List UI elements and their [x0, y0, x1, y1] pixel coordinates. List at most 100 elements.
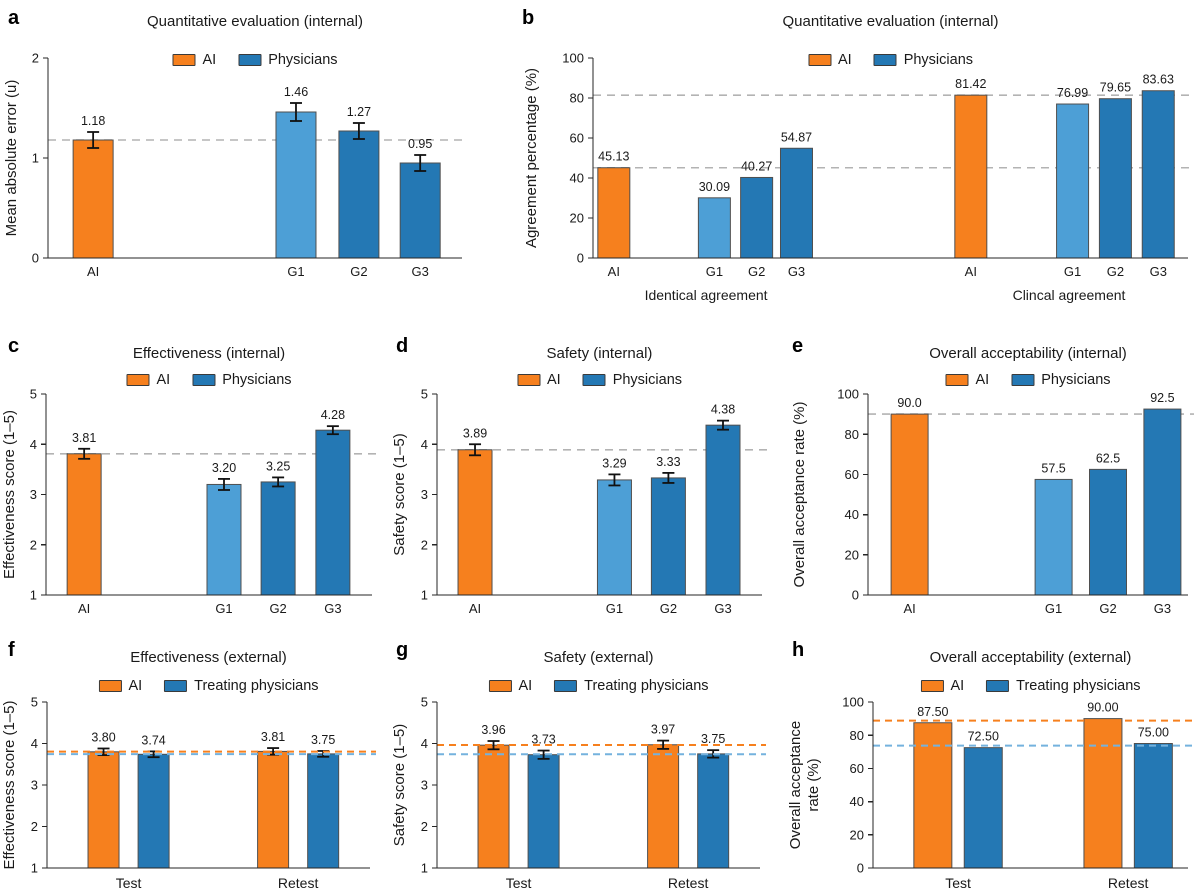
x-tick-label: AI — [965, 264, 977, 279]
panel-g: Safety (external) 3.96 3.73 3.97 3.75 1 2 3 4 5 Te… — [390, 618, 780, 892]
bar-g3 — [779, 147, 813, 259]
legend-swatch-icon — [807, 54, 831, 66]
bar-value-label: 3.74 — [141, 733, 165, 747]
legend-item-ai: AI — [516, 372, 561, 388]
legend: AI Physicians — [807, 52, 973, 68]
legend-label: AI — [156, 372, 171, 388]
legend: AI Physicians — [172, 52, 338, 68]
y-axis-label: Effectiveness score (1–5) — [1, 701, 18, 870]
legend-swatch-icon — [172, 54, 196, 66]
bar-value-label: 4.28 — [321, 408, 345, 422]
bar-series — [1083, 718, 1123, 869]
x-tick-label: G1 — [606, 601, 623, 616]
legend-item-physicians: Physicians — [238, 52, 338, 68]
legend-label: Treating physicians — [1016, 678, 1141, 694]
axes — [588, 57, 1188, 259]
y-tick-label: 4 — [31, 736, 38, 751]
y-tick-label: 1 — [32, 151, 39, 166]
y-tick-label: 0 — [852, 588, 859, 603]
y-tick-label: 2 — [31, 819, 38, 834]
bar-g1 — [206, 483, 242, 596]
bar-value-label: 3.75 — [701, 732, 725, 746]
bar-series — [307, 753, 340, 869]
legend-item-ai: AI — [488, 678, 532, 694]
panel-title: Overall acceptability (external) — [930, 649, 1132, 666]
axes — [43, 57, 462, 259]
panel-title: Effectiveness (internal) — [133, 345, 285, 362]
legend-label: Physicians — [268, 52, 338, 68]
bar-value-label: 3.29 — [602, 456, 626, 470]
error-bar — [78, 447, 91, 460]
panel-b-chart: Quantitative evaluation (internal) 45.13 A… — [523, 13, 1194, 303]
y-tick-label: 80 — [570, 91, 584, 106]
bar-series — [697, 753, 730, 869]
panel-d-chart: Safety (internal) 3.89 AI 3.29 G1 3.33 G2 4.38 G… — [391, 345, 768, 616]
y-tick-label: 40 — [850, 794, 864, 809]
group-label: Clincal agreement — [1013, 287, 1126, 303]
bar-g3 — [315, 429, 351, 596]
bar-g1 — [596, 479, 632, 596]
bar-ai — [597, 167, 631, 259]
bar-value-label: 30.09 — [699, 180, 730, 194]
bar-value-label: 3.81 — [261, 730, 285, 744]
panel-f: Effectiveness (external) 3.80 3.74 3.81 3.75… — [0, 618, 390, 892]
bar-series — [913, 722, 953, 869]
panel-c-chart: Effectiveness (internal) 3.81 AI 3.20 G1 3.25… — [1, 345, 378, 616]
legend-swatch-icon — [554, 680, 578, 692]
legend-item-treating-physicians: Treating physicians — [554, 678, 709, 694]
bar-g3 — [399, 162, 441, 259]
x-tick-label: G2 — [1107, 264, 1124, 279]
legend-item-ai: AI — [172, 52, 216, 68]
y-axis-label: Effectiveness score (1–5) — [1, 410, 18, 579]
legend-label: AI — [128, 678, 143, 694]
legend-item-ai: AI — [807, 52, 852, 68]
bar-ai — [890, 413, 929, 596]
y-tick-label: 80 — [845, 427, 859, 442]
legend-swatch-icon — [582, 374, 606, 386]
panel-g-chart: Safety (external) 3.96 3.73 3.97 3.75 1 2 3 4 5 Te… — [391, 649, 766, 891]
error-bar — [326, 425, 339, 436]
error-bar — [414, 154, 427, 172]
bar-value-label: 0.95 — [408, 137, 432, 151]
bar-value-label: 45.13 — [598, 150, 629, 164]
legend-label: AI — [202, 52, 217, 68]
bar-value-label: 3.96 — [481, 723, 505, 737]
y-axis-label: Overall acceptance rate (%) — [791, 402, 808, 588]
y-tick-label: 3 — [421, 487, 428, 502]
y-tick-label: 80 — [850, 728, 864, 743]
bar-value-label: 1.46 — [284, 85, 308, 99]
x-tick-label: G2 — [269, 601, 286, 616]
y-tick-label: 20 — [570, 211, 584, 226]
legend-item-treating-physicians: Treating physicians — [986, 678, 1141, 694]
legend-swatch-icon — [873, 54, 897, 66]
error-bar — [717, 419, 729, 431]
legend-label: AI — [950, 678, 965, 694]
bar-g1 — [1056, 103, 1090, 259]
legend-label: AI — [518, 678, 533, 694]
y-tick-label: 60 — [845, 467, 859, 482]
bar-value-label: 54.87 — [781, 130, 812, 144]
legend-label: AI — [546, 372, 561, 388]
legend-swatch-icon — [516, 374, 540, 386]
error-bar — [608, 473, 621, 487]
panel-title: Safety (internal) — [547, 345, 653, 362]
legend-swatch-icon — [1011, 374, 1035, 386]
bar-series — [527, 754, 560, 869]
legend-item-physicians: Physicians — [582, 372, 682, 388]
y-tick-label: 4 — [421, 437, 428, 452]
y-tick-label: 4 — [30, 437, 37, 452]
bar-value-label: 76.99 — [1057, 86, 1088, 100]
bar-value-label: 90.0 — [897, 396, 921, 410]
bar-g2 — [650, 477, 686, 596]
bar-value-label: 92.5 — [1150, 391, 1174, 405]
legend-label: AI — [975, 372, 990, 388]
y-tick-label: 2 — [30, 537, 37, 552]
y-tick-label: 2 — [421, 537, 428, 552]
y-tick-label: 5 — [30, 387, 37, 402]
panel-letter-b: b — [522, 7, 535, 29]
y-tick-label: 40 — [570, 171, 584, 186]
legend-label: Treating physicians — [584, 678, 709, 694]
panel-title: Effectiveness (external) — [130, 649, 286, 666]
error-bar — [289, 102, 302, 122]
y-tick-label: 60 — [570, 131, 584, 146]
